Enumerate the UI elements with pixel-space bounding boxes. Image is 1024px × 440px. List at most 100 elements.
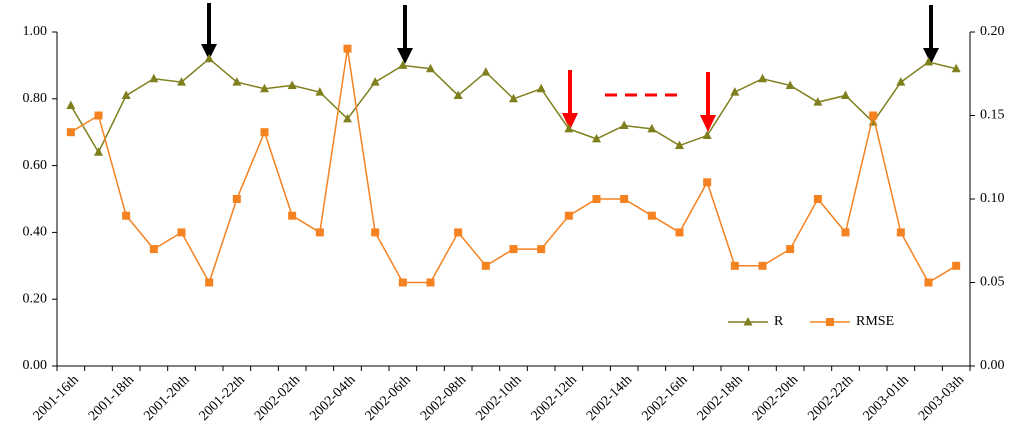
point-marker [647,211,656,220]
legend-label: R [774,314,784,329]
point-marker [260,128,269,137]
point-marker [537,245,546,254]
point-marker [509,245,518,254]
point-marker [758,261,767,270]
point-marker [177,228,186,237]
x-tick-label: 2003-03th [916,372,967,423]
annotation-arrows [201,3,939,132]
point-marker [426,63,435,73]
point-marker [592,195,601,203]
point-marker [149,245,158,254]
point-marker [730,87,740,96]
point-marker [122,211,131,220]
point-marker [786,245,795,254]
point-marker [813,97,823,106]
point-marker [951,63,961,73]
point-marker [758,73,767,83]
x-tick-label: 2002-06th [363,372,414,423]
point-marker [398,60,408,69]
point-marker [94,147,103,156]
point-marker [343,113,352,123]
black-arrow [397,5,413,64]
x-tick-label: 2002-14th [584,372,635,423]
point-marker [94,111,103,120]
point-marker [536,83,546,93]
point-marker [204,53,214,63]
point-marker [869,111,878,120]
x-tick-label: 2001-22th [197,372,248,423]
point-marker [398,278,407,287]
point-marker [896,77,906,86]
point-marker [370,77,380,86]
point-marker [592,133,601,143]
legend-label: RMSE [856,314,894,329]
y2-tick-label: 0.10 [980,191,1005,206]
point-marker [287,80,297,89]
point-marker [426,278,435,287]
point-marker [371,228,380,237]
point-marker [66,100,76,109]
black-arrow [201,3,217,60]
x-tick-label: 2002-02th [252,372,303,423]
y-tick-label: 0.60 [23,158,48,173]
series [66,44,961,287]
point-marker [730,261,739,270]
point-marker [564,123,574,133]
black-arrow [923,5,939,64]
point-marker [315,228,324,237]
y-tick-label: 0.20 [23,291,48,306]
x-tick-label: 2002-08th [418,372,469,423]
y2-tick-label: 0.05 [980,275,1005,290]
x-tick-label: 2003-01th [861,372,912,423]
point-marker [149,73,159,83]
x-tick-label: 2002-18th [695,372,746,423]
y-tick-label: 0.40 [23,225,48,240]
x-tick-label: 2001-20th [141,372,192,423]
point-marker [785,80,795,89]
point-marker [619,120,629,130]
x-tick-label: 2002-20th [750,372,801,423]
point-marker [288,211,297,220]
x-tick-label: 2002-22th [805,372,856,423]
point-marker [343,44,352,53]
point-marker [924,57,933,66]
point-marker [66,128,75,137]
x-tick-label: 2001-16th [31,372,82,423]
point-marker [826,318,834,326]
y-tick-label: 0.80 [23,91,48,106]
point-marker [121,90,131,99]
point-marker [952,261,961,270]
point-marker [841,228,850,237]
point-marker [702,130,712,140]
y2-tick-label: 0.00 [980,358,1005,373]
point-marker [647,123,657,133]
point-marker [315,87,325,96]
point-marker [564,211,573,220]
point-marker [453,90,463,99]
point-marker [675,140,684,150]
point-marker [675,228,684,237]
x-tick-label: 2002-12th [529,372,580,423]
point-marker [260,83,269,93]
point-marker [481,67,491,76]
point-marker [703,178,712,187]
point-marker [743,317,753,326]
y-tick-label: 1.00 [23,24,48,39]
x-tick-label: 2001-18th [86,372,137,423]
point-marker [481,261,490,270]
red-arrow [700,72,716,132]
point-marker [813,195,822,203]
legend: R RMSE [728,314,894,329]
point-marker [454,228,463,237]
point-marker [509,93,518,103]
point-marker [205,278,214,287]
red-arrow [562,70,578,130]
point-marker [177,77,186,86]
point-marker [924,278,933,287]
y2-tick-label: 0.20 [980,24,1005,39]
y2-tick-label: 0.15 [980,108,1005,123]
point-marker [232,77,242,86]
point-marker [841,90,850,99]
